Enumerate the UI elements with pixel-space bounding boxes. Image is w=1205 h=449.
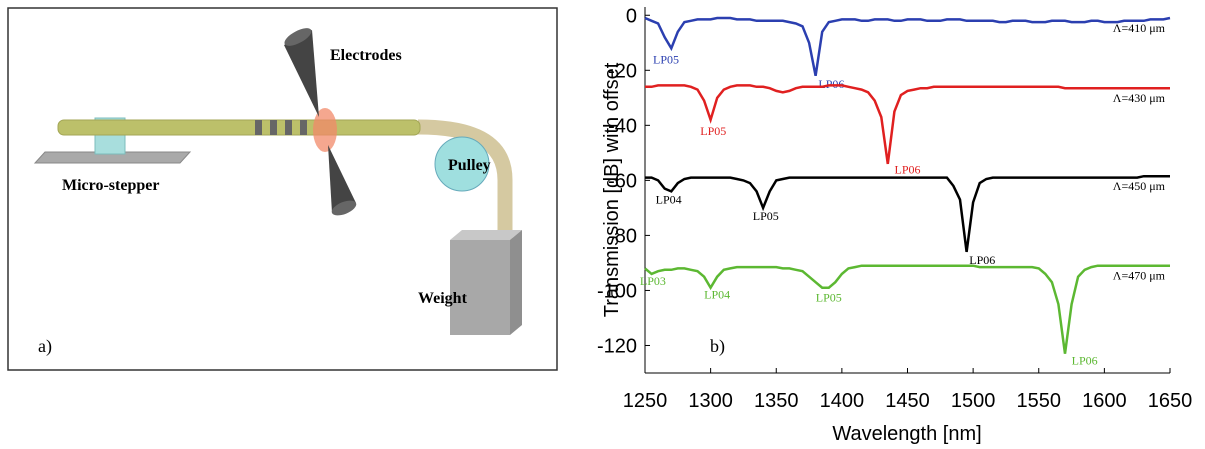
y-tick-label: -20 [608, 60, 637, 82]
electrode-bottom-base [331, 200, 357, 216]
mode-label: LP05 [753, 209, 779, 223]
grating-stripe [255, 120, 262, 135]
x-tick-label: 1300 [688, 390, 733, 412]
series-name-label: Λ=410 μm [1113, 21, 1166, 35]
series-line [645, 84, 1170, 165]
series-name-label: Λ=450 μm [1113, 179, 1166, 193]
mode-label: LP06 [1072, 354, 1098, 368]
electrode-top [284, 30, 319, 117]
base-plate [33, 151, 192, 164]
arc-glow [313, 108, 337, 152]
diagram-panel: Electrodes Micro-stepper Pulley Weight a… [7, 7, 558, 371]
series-name-label: Λ=470 μm [1113, 269, 1166, 283]
mode-label: LP03 [640, 274, 666, 288]
x-tick-label: 1650 [1148, 390, 1193, 412]
y-tick-label: -100 [597, 280, 637, 302]
electrodes-label: Electrodes [330, 47, 402, 64]
micro-stepper-label: Micro-stepper [62, 177, 159, 194]
x-tick-label: 1350 [754, 390, 799, 412]
mode-label: LP04 [704, 288, 730, 302]
series-line [644, 16, 1171, 77]
pulley-label: Pulley [448, 157, 491, 174]
grating-stripe [285, 120, 292, 135]
y-tick-label: -120 [597, 335, 637, 357]
x-axis-label: Wavelength [nm] [832, 423, 981, 445]
x-tick-label: 1250 [623, 390, 668, 412]
mode-label: LP06 [818, 77, 844, 91]
series-line [645, 174, 1170, 253]
electrode-top-base [284, 28, 312, 46]
grating-stripe [300, 120, 307, 135]
x-tick-label: 1500 [951, 390, 996, 412]
x-tick-label: 1550 [1017, 390, 1062, 412]
pulley [434, 136, 490, 192]
x-tick-label: 1600 [1082, 390, 1127, 412]
x-tick-label: 1450 [885, 390, 930, 412]
mode-label: LP05 [700, 124, 726, 138]
fiber-bend [417, 119, 513, 240]
grating-stripe [270, 120, 277, 135]
y-tick-label: -40 [608, 115, 637, 137]
y-tick-label: -60 [608, 170, 637, 192]
weight-front [450, 240, 510, 335]
weight-top [450, 230, 522, 240]
mode-label: LP05 [816, 290, 842, 304]
x-tick-label: 1400 [820, 390, 865, 412]
chart-panel: Transmission [dB] with offset Wavelength… [597, 5, 1192, 445]
y-axis-label: Transmission [dB] with offset [601, 62, 623, 317]
electrode-bottom [328, 145, 356, 213]
panel-label: b) [710, 336, 725, 357]
series-name-label: Λ=430 μm [1113, 91, 1166, 105]
y-tick-label: 0 [626, 5, 637, 27]
mode-label: LP06 [969, 253, 995, 267]
fiber-rod [57, 119, 421, 136]
mode-label: LP06 [894, 162, 920, 176]
weight-label: Weight [418, 290, 468, 307]
mode-label: LP04 [656, 193, 682, 207]
series-line [644, 264, 1170, 354]
y-tick-label: -80 [608, 225, 637, 247]
weight-side [510, 230, 522, 335]
panel-label: a) [38, 336, 52, 357]
mode-label: LP05 [653, 52, 679, 66]
